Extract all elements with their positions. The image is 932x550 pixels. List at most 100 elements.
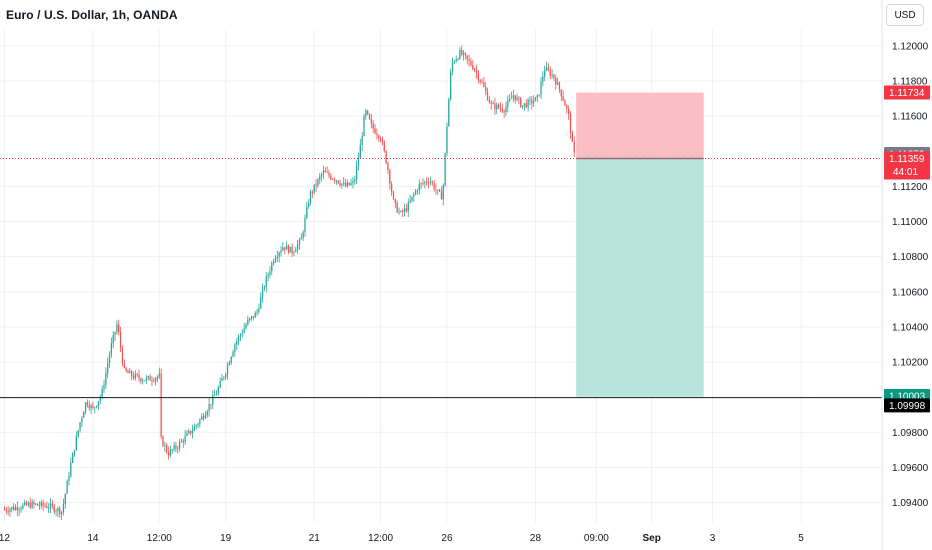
candle-body bbox=[315, 184, 317, 186]
candle-body bbox=[320, 174, 323, 177]
time-tick-label: 09:00 bbox=[584, 533, 609, 544]
candle-body bbox=[344, 182, 347, 187]
candle-body bbox=[40, 502, 42, 506]
candle-body bbox=[542, 76, 544, 82]
candle-body bbox=[289, 246, 291, 253]
candle-body bbox=[261, 288, 264, 297]
candle-body bbox=[486, 91, 489, 101]
candle-body bbox=[265, 276, 267, 288]
price-tick-label: 1.11800 bbox=[892, 76, 928, 87]
candle-body bbox=[116, 324, 118, 333]
candle-body bbox=[101, 388, 103, 397]
candle-body bbox=[53, 505, 55, 512]
candle-body bbox=[188, 430, 190, 434]
candle-body bbox=[193, 426, 195, 431]
candle-body bbox=[481, 81, 483, 83]
candle-body bbox=[322, 170, 325, 175]
candle-body bbox=[477, 72, 479, 80]
candle-body bbox=[510, 97, 513, 99]
candle-body bbox=[11, 507, 13, 510]
candle-body bbox=[438, 189, 441, 192]
candle-body bbox=[260, 296, 262, 309]
price-tick-label: 1.09400 bbox=[892, 498, 929, 509]
time-axis[interactable]: 12 14 12:00 19 21 12:00 26 28 09:00 Sep 3 5 bbox=[0, 533, 804, 544]
candle-body bbox=[24, 502, 26, 505]
currency-button[interactable]: USD bbox=[886, 4, 924, 26]
candle-body bbox=[516, 97, 518, 101]
candle-body bbox=[518, 97, 520, 99]
price-axis[interactable]: 1.12000 1.11800 1.11600 1.11200 1.11000 1.108… bbox=[892, 41, 929, 509]
candle-body bbox=[509, 98, 511, 101]
candle-body bbox=[184, 435, 186, 443]
candle-body bbox=[167, 452, 170, 456]
candle-body bbox=[293, 251, 295, 254]
candle-body bbox=[413, 194, 415, 197]
candle-body bbox=[485, 86, 487, 92]
candle-body bbox=[566, 105, 568, 109]
target-price-label: 1.10003 bbox=[889, 392, 926, 403]
candle-body bbox=[64, 493, 66, 504]
candle-body bbox=[520, 98, 522, 107]
candle-body bbox=[140, 378, 142, 382]
candle-body bbox=[523, 103, 526, 106]
candle-body bbox=[223, 377, 225, 379]
candle-body bbox=[453, 61, 455, 63]
candle-body bbox=[497, 104, 500, 108]
candle-body bbox=[81, 417, 83, 423]
price-tick-label: 1.11200 bbox=[892, 182, 928, 193]
candle-body bbox=[234, 344, 236, 352]
candle-body bbox=[243, 328, 245, 333]
candle-body bbox=[499, 107, 502, 109]
candle-body bbox=[199, 419, 201, 424]
candle-body bbox=[151, 380, 153, 382]
candle-body bbox=[328, 172, 330, 176]
candle-body bbox=[156, 376, 159, 379]
candle-body bbox=[263, 287, 266, 289]
candle-body bbox=[370, 119, 373, 124]
candle-body bbox=[311, 191, 314, 193]
candle-body bbox=[435, 189, 437, 191]
time-tick-label: 19 bbox=[220, 533, 232, 544]
candle-body bbox=[68, 476, 70, 481]
candle-body bbox=[414, 190, 417, 195]
candle-body bbox=[496, 104, 498, 110]
candle-body bbox=[210, 404, 212, 405]
candle-body bbox=[250, 316, 253, 319]
take-profit-zone[interactable] bbox=[576, 158, 704, 397]
time-tick-label: 12:00 bbox=[368, 533, 393, 544]
candle-body bbox=[29, 503, 31, 508]
candle-body bbox=[538, 94, 540, 96]
candle-body bbox=[228, 362, 231, 366]
candle-body bbox=[212, 395, 214, 405]
candle-body bbox=[35, 503, 37, 505]
candlestick-series[interactable] bbox=[3, 45, 575, 521]
candle-body bbox=[525, 103, 527, 108]
candle-body bbox=[162, 436, 164, 447]
candle-body bbox=[416, 190, 419, 192]
candle-body bbox=[361, 135, 363, 145]
candle-body bbox=[112, 335, 114, 344]
candle-body bbox=[569, 113, 572, 134]
candle-body bbox=[125, 367, 127, 371]
candle-body bbox=[376, 133, 378, 136]
candle-body bbox=[9, 509, 11, 512]
stop-loss-zone[interactable] bbox=[576, 92, 704, 159]
candle-body bbox=[411, 196, 413, 201]
candle-body bbox=[512, 95, 515, 98]
time-tick-label: 21 bbox=[309, 533, 321, 544]
candle-body bbox=[92, 405, 94, 409]
candle-body bbox=[448, 99, 450, 127]
candle-body bbox=[372, 123, 374, 129]
candle-body bbox=[343, 182, 345, 184]
candle-body bbox=[431, 181, 433, 184]
candle-body bbox=[346, 182, 349, 187]
candle-body bbox=[368, 114, 371, 120]
candle-body bbox=[191, 430, 194, 434]
candle-body bbox=[420, 183, 422, 185]
candle-body bbox=[536, 95, 538, 98]
candle-body bbox=[271, 263, 273, 272]
candle-body bbox=[501, 108, 503, 112]
candle-body bbox=[134, 373, 136, 379]
